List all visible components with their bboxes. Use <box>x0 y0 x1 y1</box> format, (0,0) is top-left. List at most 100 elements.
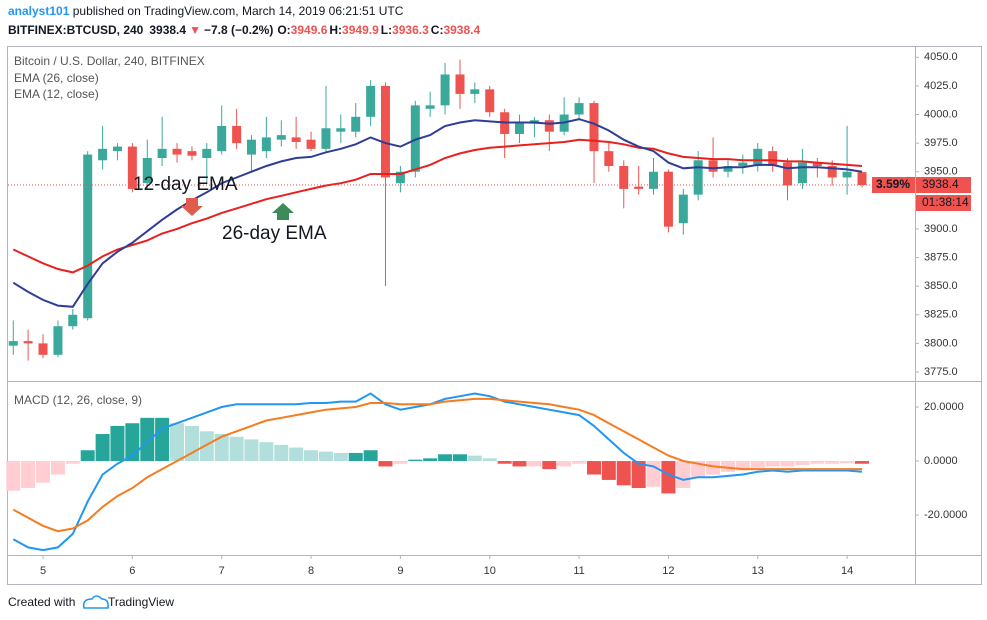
histogram-bar <box>825 461 840 464</box>
candle-body <box>738 162 748 167</box>
candle-body <box>783 162 793 186</box>
histogram-bar <box>631 461 646 489</box>
histogram-bar <box>408 459 423 462</box>
x-tick-label: 7 <box>219 565 225 577</box>
histogram-bar <box>140 417 155 462</box>
histogram-bar <box>497 461 512 464</box>
candle-body <box>619 166 629 189</box>
candle-body <box>8 341 18 346</box>
candle-body <box>410 105 420 172</box>
histogram-bar <box>438 454 453 462</box>
candle-body <box>246 139 256 155</box>
histogram-bar <box>795 461 810 466</box>
author[interactable]: analyst101 <box>8 4 70 18</box>
y-tick-label: 4050.0 <box>924 51 958 63</box>
histogram-bar <box>423 458 438 462</box>
y-tick-label: 3875.0 <box>924 251 958 263</box>
percent-box <box>872 177 915 194</box>
change-arrow: ▼ <box>189 23 201 37</box>
candle-body <box>366 85 376 117</box>
marks: 3775.03800.03825.03850.03875.03900.03925… <box>6 51 971 577</box>
y-tick-label: 3825.0 <box>924 309 958 321</box>
histogram-bar <box>661 461 676 494</box>
published: published on TradingView.com, March 14, … <box>69 4 403 18</box>
candle-body <box>544 120 554 132</box>
candle-body <box>351 116 361 132</box>
candle-body <box>127 146 137 189</box>
annotation: 12-day EMA <box>133 174 238 195</box>
up-arrow <box>272 203 294 220</box>
histogram-bar <box>50 461 65 475</box>
candle-body <box>83 154 93 319</box>
footer-created: Created with <box>8 595 75 609</box>
histogram-bar <box>95 434 110 462</box>
y-tick-label: 3900.0 <box>924 223 958 235</box>
candle-body <box>768 151 778 167</box>
o-value: 3949.6 <box>291 23 328 37</box>
y-tick-label: -20.0000 <box>924 509 967 521</box>
l-value: 3936.3 <box>392 23 429 37</box>
histogram-bar <box>393 461 408 464</box>
x-tick-label: 5 <box>40 565 46 577</box>
candle-body <box>693 160 703 195</box>
candle-body <box>112 146 122 152</box>
candle-body <box>68 314 78 327</box>
histogram-bar <box>155 417 170 462</box>
symbol-line: BITFINEX:BTCUSD, 240 3938.4 ▼ −7.8 (−0.2%) O… <box>8 23 480 37</box>
histogram-bar <box>65 461 80 464</box>
candle-body <box>187 151 197 156</box>
symbol-legend: Bitcoin / U.S. Dollar, 240, BITFINEX <box>14 54 205 68</box>
histogram-bar <box>452 454 467 462</box>
candle-body <box>723 166 733 172</box>
y-tick-label: 3950.0 <box>924 166 958 178</box>
histogram-bar <box>780 461 795 467</box>
histogram-bar <box>572 461 587 464</box>
x-tick-label: 14 <box>841 565 853 577</box>
histogram-bar <box>706 461 721 475</box>
histogram-bar <box>482 458 497 462</box>
candle-body <box>634 186 644 189</box>
histogram-bar <box>184 425 199 462</box>
y-tick-label: 3775.0 <box>924 366 958 378</box>
y-tick-label: 3975.0 <box>924 137 958 149</box>
change: −7.8 (−0.2%) <box>204 23 273 37</box>
histogram-bar <box>274 444 289 462</box>
histogram-bar <box>244 439 259 462</box>
candle-body <box>306 139 316 149</box>
histogram-bar <box>721 461 736 472</box>
macd-line <box>12 397 862 533</box>
x-tick-label: 13 <box>752 565 764 577</box>
candle-body <box>98 148 108 161</box>
footer-brand[interactable]: TradingView <box>108 595 174 609</box>
candle-body <box>380 85 390 178</box>
c-label: C: <box>431 23 444 37</box>
macd-legend: MACD (12, 26, close, 9) <box>14 393 142 407</box>
x-tick-label: 8 <box>308 565 314 577</box>
h-label: H: <box>329 23 342 37</box>
price-label: 3938.4 <box>922 177 959 191</box>
histogram-bar <box>512 461 527 467</box>
y-tick-label: 4025.0 <box>924 80 958 92</box>
candle-body <box>678 194 688 224</box>
histogram-bar <box>80 450 95 462</box>
candle-body <box>708 160 718 172</box>
candle-body <box>514 122 524 134</box>
candle-body <box>395 171 405 184</box>
candle-body <box>38 343 48 355</box>
candle-body <box>172 148 182 155</box>
candle-body <box>648 171 658 189</box>
x-tick-label: 6 <box>129 565 135 577</box>
histogram-bar <box>765 461 780 467</box>
histogram-bar <box>199 431 214 462</box>
y-tick-label: 3800.0 <box>924 337 958 349</box>
y-tick-label: 3850.0 <box>924 280 958 292</box>
histogram-bar <box>6 461 21 491</box>
histogram-bar <box>467 455 482 462</box>
histogram-bar <box>557 461 572 467</box>
y-tick-label: 4000.0 <box>924 108 958 120</box>
candle-body <box>425 105 435 109</box>
frame <box>7 46 982 585</box>
histogram-bar <box>214 434 229 462</box>
candle-body <box>232 125 242 144</box>
candle-body <box>23 341 33 344</box>
